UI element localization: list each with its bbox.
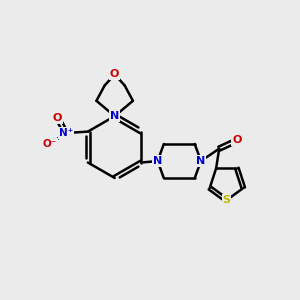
Text: O: O [110,69,119,79]
Text: O: O [232,135,242,146]
Text: N: N [153,156,162,166]
Text: N: N [196,156,206,166]
Text: N⁺: N⁺ [59,128,73,138]
Text: S: S [223,195,230,205]
Text: O: O [53,113,62,123]
Text: N: N [110,111,119,121]
Text: O⁻: O⁻ [43,139,57,149]
